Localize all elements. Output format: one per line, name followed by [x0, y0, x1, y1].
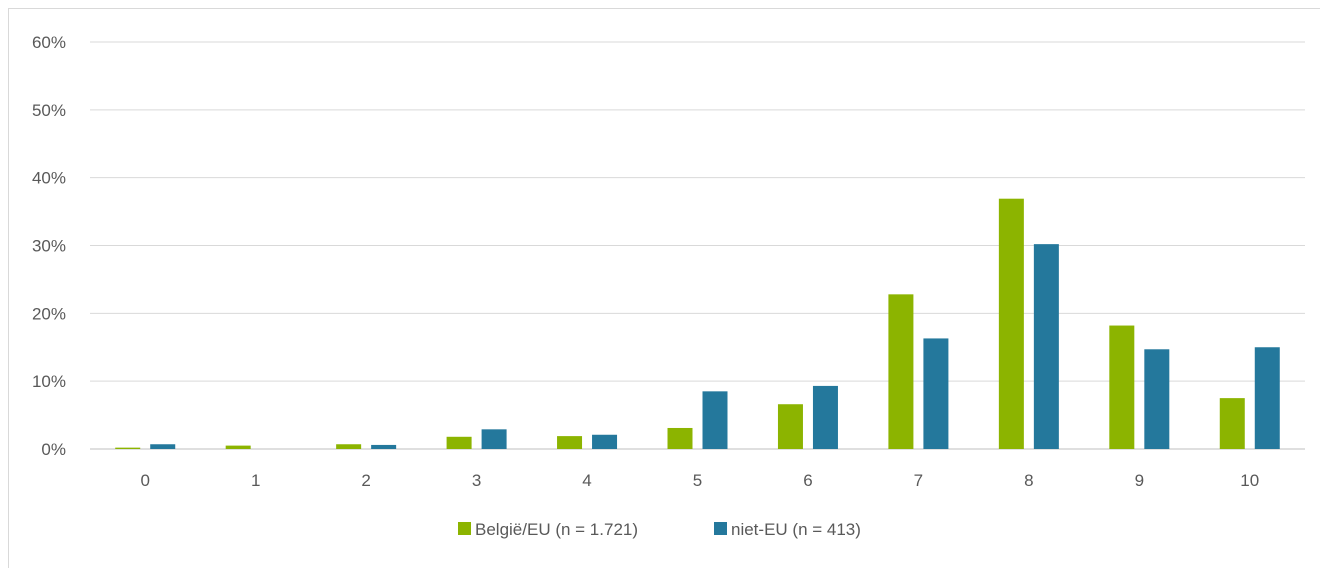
x-tick-label: 1: [251, 471, 260, 490]
bar-series-1-cat-5: [667, 427, 693, 449]
x-tick-label: 7: [914, 471, 923, 490]
bar-series-2-cat-5: [702, 391, 728, 449]
legend: België/EU (n = 1.721) niet-EU (n = 413): [458, 520, 861, 539]
bar-series-2-cat-10: [1254, 347, 1280, 449]
bar-series-2-cat-9: [1144, 349, 1170, 449]
bar-series-1-cat-9: [1109, 325, 1135, 449]
bar-series-2-cat-3: [481, 429, 507, 449]
bar-series-1-cat-3: [446, 436, 472, 449]
x-axis-labels: 0 1 2 3 4 5 6 7 8 9 10: [140, 471, 1259, 490]
bar-series-2-cat-0: [150, 444, 176, 449]
y-tick-label: 0%: [41, 440, 66, 459]
x-tick-label: 5: [693, 471, 702, 490]
bar-series-1-cat-6: [777, 404, 803, 449]
bar-series-2-cat-7: [923, 338, 949, 449]
y-tick-label: 10%: [32, 372, 66, 391]
gridlines: [90, 41, 1305, 450]
x-tick-label: 10: [1240, 471, 1259, 490]
legend-label: niet-EU (n = 413): [731, 520, 861, 539]
x-tick-label: 0: [140, 471, 149, 490]
bars: [115, 198, 1280, 449]
x-tick-label: 4: [582, 471, 591, 490]
x-tick-label: 8: [1024, 471, 1033, 490]
legend-label: België/EU (n = 1.721): [475, 520, 638, 539]
x-tick-label: 3: [472, 471, 481, 490]
y-tick-label: 40%: [32, 169, 66, 188]
y-tick-label: 60%: [32, 33, 66, 52]
y-axis-labels: 0% 10% 20% 30% 40% 50% 60%: [32, 33, 66, 459]
bar-series-1-cat-4: [557, 436, 583, 449]
bar-series-2-cat-2: [371, 444, 397, 449]
legend-swatch: [458, 522, 471, 535]
y-tick-label: 50%: [32, 101, 66, 120]
x-tick-label: 2: [361, 471, 370, 490]
y-tick-label: 30%: [32, 237, 66, 256]
bar-series-2-cat-8: [1033, 244, 1059, 449]
bar-series-1-cat-8: [998, 198, 1024, 449]
bar-series-2-cat-4: [592, 434, 618, 449]
bar-series-1-cat-10: [1219, 398, 1245, 449]
x-tick-label: 9: [1135, 471, 1144, 490]
chart-frame: [8, 8, 1320, 568]
bar-series-1-cat-1: [225, 445, 251, 449]
bar-series-1-cat-0: [115, 447, 141, 449]
x-tick-label: 6: [803, 471, 812, 490]
bar-series-2-cat-6: [812, 385, 838, 449]
legend-swatch: [714, 522, 727, 535]
bar-series-1-cat-7: [888, 294, 914, 449]
bar-series-1-cat-2: [336, 444, 362, 449]
y-tick-label: 20%: [32, 304, 66, 323]
